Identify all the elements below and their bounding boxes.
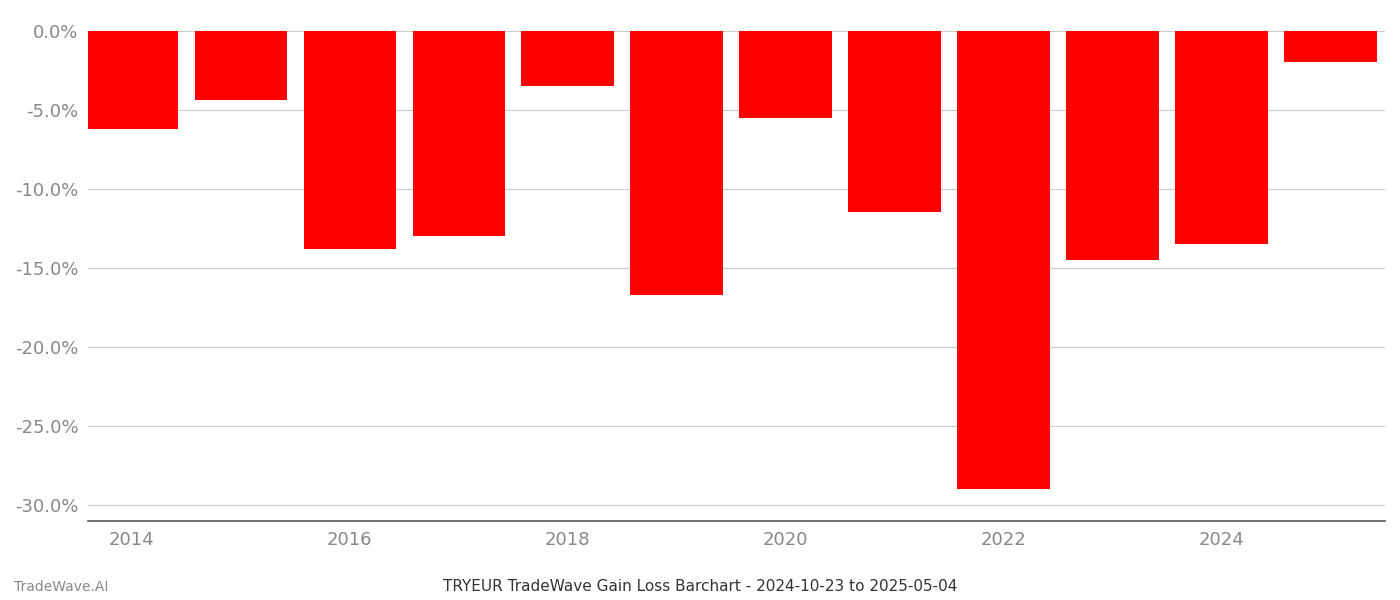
Bar bbox=[1284, 31, 1376, 62]
Bar bbox=[521, 31, 615, 86]
Bar bbox=[848, 31, 941, 212]
Text: TradeWave.AI: TradeWave.AI bbox=[14, 580, 108, 594]
Bar bbox=[630, 31, 722, 295]
Bar bbox=[195, 31, 287, 100]
Bar bbox=[413, 31, 505, 236]
Bar bbox=[1067, 31, 1159, 260]
Bar bbox=[739, 31, 832, 118]
Text: TRYEUR TradeWave Gain Loss Barchart - 2024-10-23 to 2025-05-04: TRYEUR TradeWave Gain Loss Barchart - 20… bbox=[442, 579, 958, 594]
Bar bbox=[1175, 31, 1268, 244]
Bar bbox=[85, 31, 178, 129]
Bar bbox=[304, 31, 396, 249]
Bar bbox=[958, 31, 1050, 489]
